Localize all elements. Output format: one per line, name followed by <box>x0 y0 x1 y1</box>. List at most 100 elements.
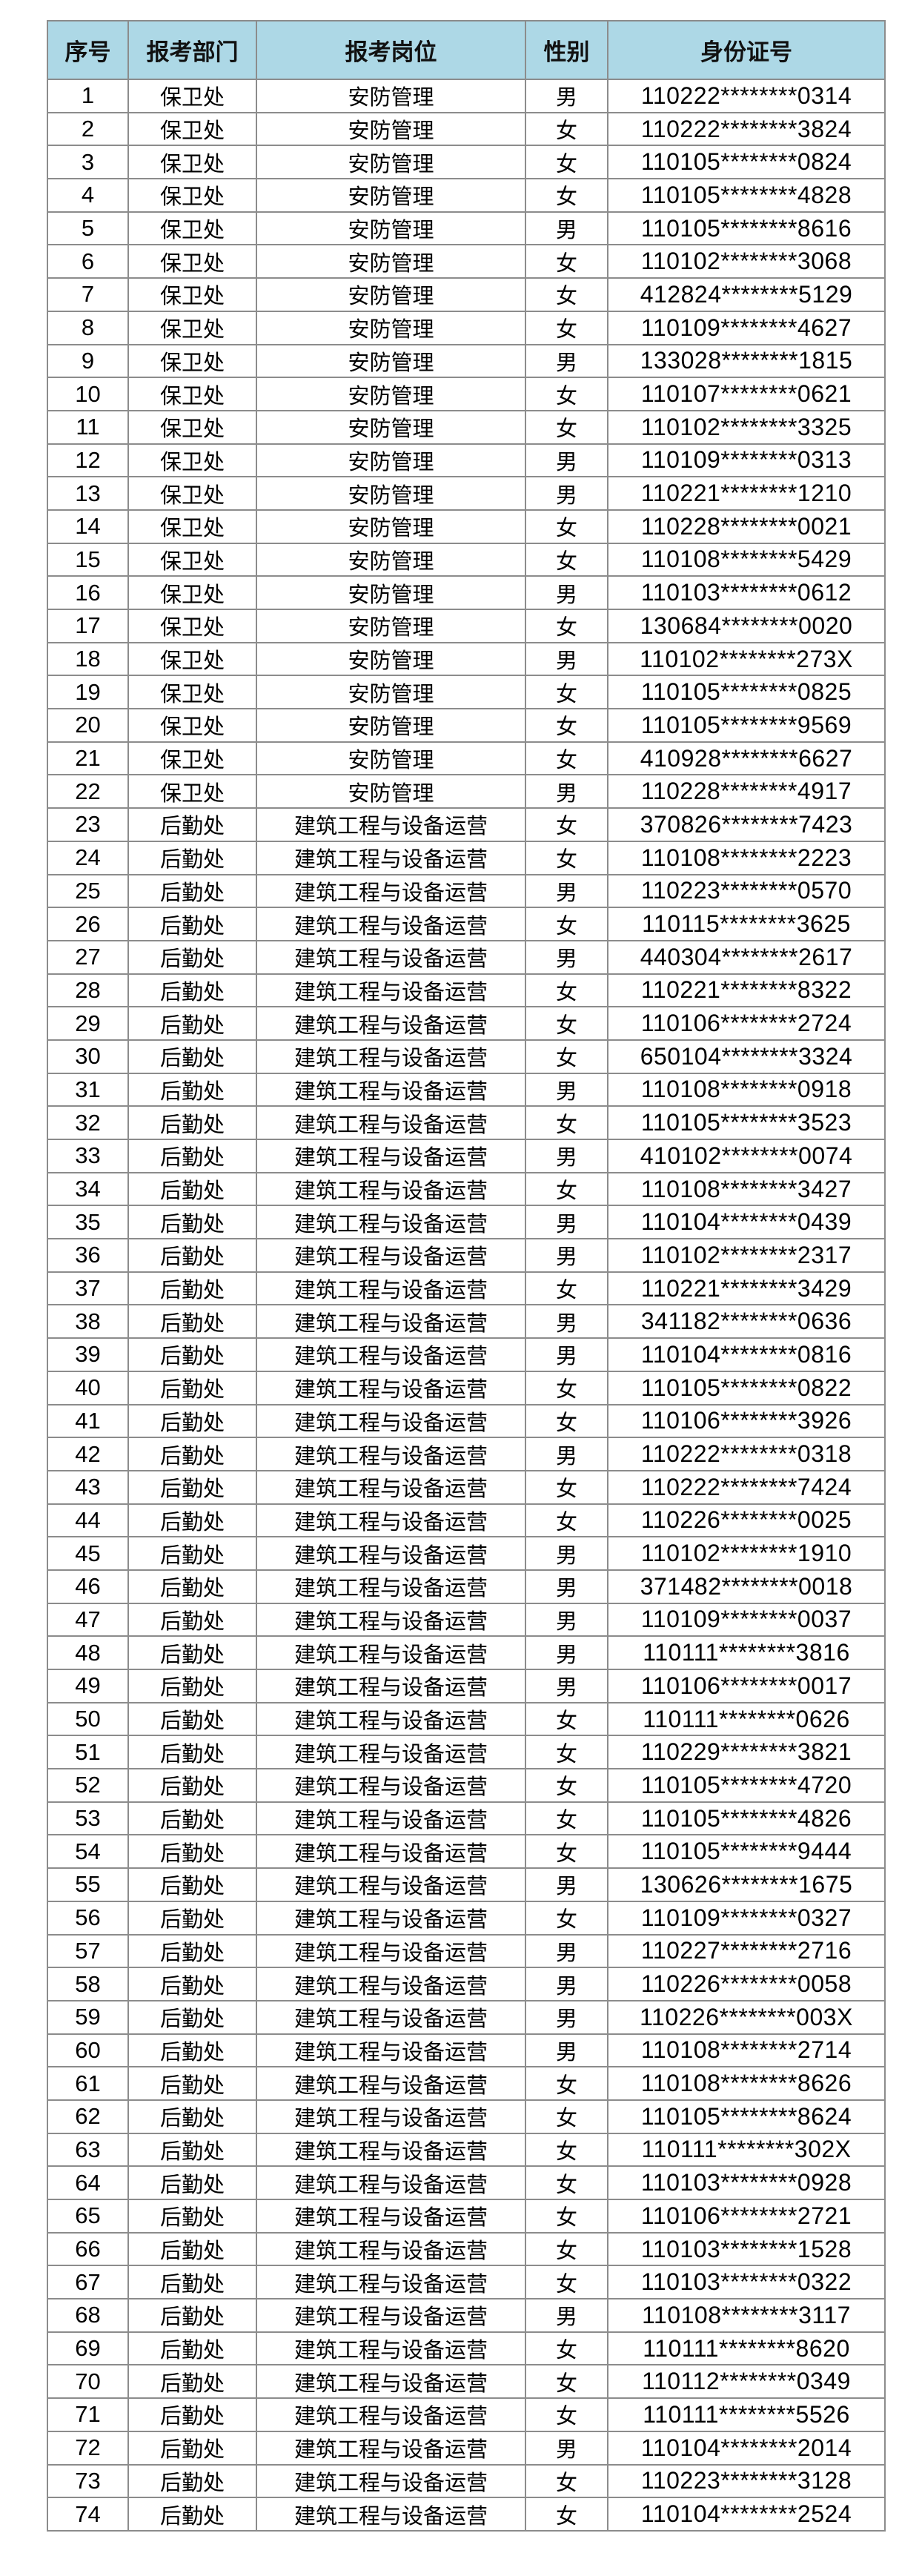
cell-post: 安防管理 <box>256 542 526 577</box>
cell-dept: 后勤处 <box>127 1536 257 1571</box>
cell-id: 110105********0825 <box>607 675 886 710</box>
table-row: 5 保卫处 安防管理男 110105********8616 <box>47 211 886 246</box>
cell-post: 建筑工程与设备运营 <box>256 1900 526 1936</box>
table-row: 20 保卫处 安防管理女 110105********9569 <box>47 708 886 743</box>
cell-post: 建筑工程与设备运营 <box>256 2331 526 2366</box>
cell-id: 110108********2223 <box>607 840 886 875</box>
cell-dept: 后勤处 <box>127 1669 257 1703</box>
cell-seq: 14 <box>47 509 129 544</box>
cell-id: 110226********0058 <box>607 1967 886 2001</box>
cell-dept: 后勤处 <box>127 939 257 975</box>
cell-seq: 65 <box>47 2199 129 2234</box>
cell-dept: 后勤处 <box>127 1900 257 1936</box>
cell-gender: 女 <box>525 2165 608 2200</box>
cell-seq: 23 <box>47 807 129 842</box>
table-row: 27 后勤处 建筑工程与设备运营男 440304********2617 <box>47 939 886 975</box>
cell-gender: 女 <box>525 2463 608 2499</box>
cell-post: 安防管理 <box>256 575 526 610</box>
cell-dept: 保卫处 <box>127 708 257 743</box>
cell-seq: 4 <box>47 178 129 213</box>
table-row: 51 后勤处 建筑工程与设备运营女 110229********3821 <box>47 1735 886 1770</box>
cell-gender: 女 <box>525 277 608 312</box>
cell-gender: 女 <box>525 1271 608 1306</box>
cell-dept: 后勤处 <box>127 2199 257 2234</box>
cell-post: 安防管理 <box>256 741 526 776</box>
table-row: 72 后勤处 建筑工程与设备运营男 110104********2014 <box>47 2430 886 2466</box>
table-row: 3 保卫处 安防管理女 110105********0824 <box>47 145 886 180</box>
cell-id: 110108********8626 <box>607 2066 886 2101</box>
cell-dept: 后勤处 <box>127 1635 257 1670</box>
cell-gender: 男 <box>525 939 608 975</box>
cell-dept: 后勤处 <box>127 1403 257 1439</box>
table-row: 64 后勤处 建筑工程与设备运营女 110103********0928 <box>47 2165 886 2200</box>
table-row: 26 后勤处 建筑工程与设备运营女 110115********3625 <box>47 907 886 941</box>
cell-post: 建筑工程与设备运营 <box>256 1536 526 1571</box>
cell-seq: 25 <box>47 873 129 909</box>
cell-id: 110111********302X <box>607 2132 886 2168</box>
cell-gender: 女 <box>525 609 608 643</box>
header-seq: 序号 <box>47 20 129 80</box>
cell-id: 110105********0822 <box>607 1370 886 1405</box>
table-row: 50 后勤处 建筑工程与设备运营女 110111********0626 <box>47 1701 886 1737</box>
cell-seq: 41 <box>47 1403 129 1439</box>
table-row: 18 保卫处 安防管理男 110102********273X <box>47 641 886 677</box>
table-row: 61 后勤处 建筑工程与设备运营女 110108********8626 <box>47 2066 886 2101</box>
cell-id: 110104********0439 <box>607 1205 886 1240</box>
cell-post: 建筑工程与设备运营 <box>256 1967 526 2001</box>
cell-id: 110104********2014 <box>607 2430 886 2466</box>
cell-id: 110111********3816 <box>607 1635 886 1670</box>
cell-gender: 女 <box>525 409 608 445</box>
table-row: 44 后勤处 建筑工程与设备运营女 110226********0025 <box>47 1503 886 1538</box>
cell-gender: 女 <box>525 1006 608 1041</box>
cell-dept: 后勤处 <box>127 1569 257 1604</box>
table-row: 33 后勤处 建筑工程与设备运营男 410102********0074 <box>47 1139 886 1173</box>
cell-dept: 保卫处 <box>127 542 257 577</box>
cell-seq: 43 <box>47 1469 129 1505</box>
cell-dept: 保卫处 <box>127 741 257 776</box>
cell-seq: 29 <box>47 1006 129 1041</box>
cell-gender: 男 <box>525 1437 608 1471</box>
table-row: 14 保卫处 安防管理女 110228********0021 <box>47 509 886 544</box>
table-row: 13 保卫处 安防管理男 110221********1210 <box>47 476 886 511</box>
cell-post: 建筑工程与设备运营 <box>256 1768 526 1803</box>
cell-seq: 26 <box>47 907 129 941</box>
cell-dept: 后勤处 <box>127 1370 257 1405</box>
cell-gender: 女 <box>525 973 608 1008</box>
cell-dept: 后勤处 <box>127 1171 257 1207</box>
table-row: 43 后勤处 建筑工程与设备运营女 110222********7424 <box>47 1469 886 1505</box>
cell-id: 650104********3324 <box>607 1039 886 1074</box>
cell-id: 110222********3824 <box>607 111 886 147</box>
cell-id: 110105********9569 <box>607 708 886 743</box>
cell-dept: 保卫处 <box>127 310 257 345</box>
cell-seq: 12 <box>47 443 129 478</box>
cell-gender: 男 <box>525 1867 608 1902</box>
cell-seq: 45 <box>47 1536 129 1571</box>
cell-id: 110221********1210 <box>607 476 886 511</box>
cell-post: 安防管理 <box>256 211 526 246</box>
cell-post: 建筑工程与设备运营 <box>256 1834 526 1870</box>
cell-id: 110103********1528 <box>607 2231 886 2267</box>
cell-id: 110105********8616 <box>607 211 886 246</box>
cell-post: 建筑工程与设备运营 <box>256 1139 526 1173</box>
cell-gender: 女 <box>525 509 608 544</box>
cell-dept: 后勤处 <box>127 1867 257 1902</box>
cell-gender: 女 <box>525 111 608 147</box>
table-row: 71 后勤处 建筑工程与设备运营女 110111********5526 <box>47 2397 886 2432</box>
header-row: 序号 报考部门 报考岗位 性别 身份证号 <box>47 20 886 80</box>
cell-seq: 37 <box>47 1271 129 1306</box>
cell-id: 341182********0636 <box>607 1304 886 1340</box>
cell-post: 建筑工程与设备运营 <box>256 2231 526 2267</box>
table-row: 6 保卫处 安防管理女 110102********3068 <box>47 244 886 279</box>
cell-id: 371482********0018 <box>607 1569 886 1604</box>
cell-dept: 保卫处 <box>127 211 257 246</box>
table-row: 74 后勤处 建筑工程与设备运营女 110104********2524 <box>47 2497 886 2532</box>
cell-seq: 73 <box>47 2463 129 2499</box>
header-gender: 性别 <box>525 20 608 80</box>
table-row: 45 后勤处 建筑工程与设备运营男 110102********1910 <box>47 1536 886 1571</box>
cell-seq: 53 <box>47 1801 129 1836</box>
cell-seq: 66 <box>47 2231 129 2267</box>
cell-dept: 保卫处 <box>127 244 257 279</box>
cell-gender: 女 <box>525 2231 608 2267</box>
cell-id: 110105********9444 <box>607 1834 886 1870</box>
cell-gender: 女 <box>525 145 608 180</box>
